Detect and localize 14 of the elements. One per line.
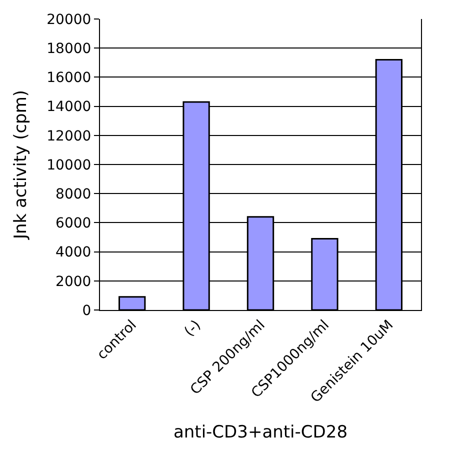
- y-tick-label: 12000: [46, 128, 92, 144]
- y-axis-title: Jnk activity (cpm): [11, 90, 32, 240]
- y-tick-label: 2000: [56, 274, 92, 290]
- y-tick-label: 10000: [46, 157, 92, 174]
- y-tick-label: 8000: [56, 186, 92, 202]
- y-tick-label: 16000: [46, 70, 92, 86]
- y-tick-label: 0: [82, 302, 92, 319]
- x-axis-title: anti-CD3+anti-CD28: [173, 422, 348, 442]
- y-tick-label: 4000: [56, 244, 92, 261]
- y-tick-label: 20000: [46, 12, 92, 28]
- x-tick-label: (-): [181, 317, 204, 340]
- y-tick-label: 14000: [46, 99, 92, 116]
- y-tick-label: 6000: [56, 216, 92, 232]
- y-tick-label: 18000: [46, 41, 92, 57]
